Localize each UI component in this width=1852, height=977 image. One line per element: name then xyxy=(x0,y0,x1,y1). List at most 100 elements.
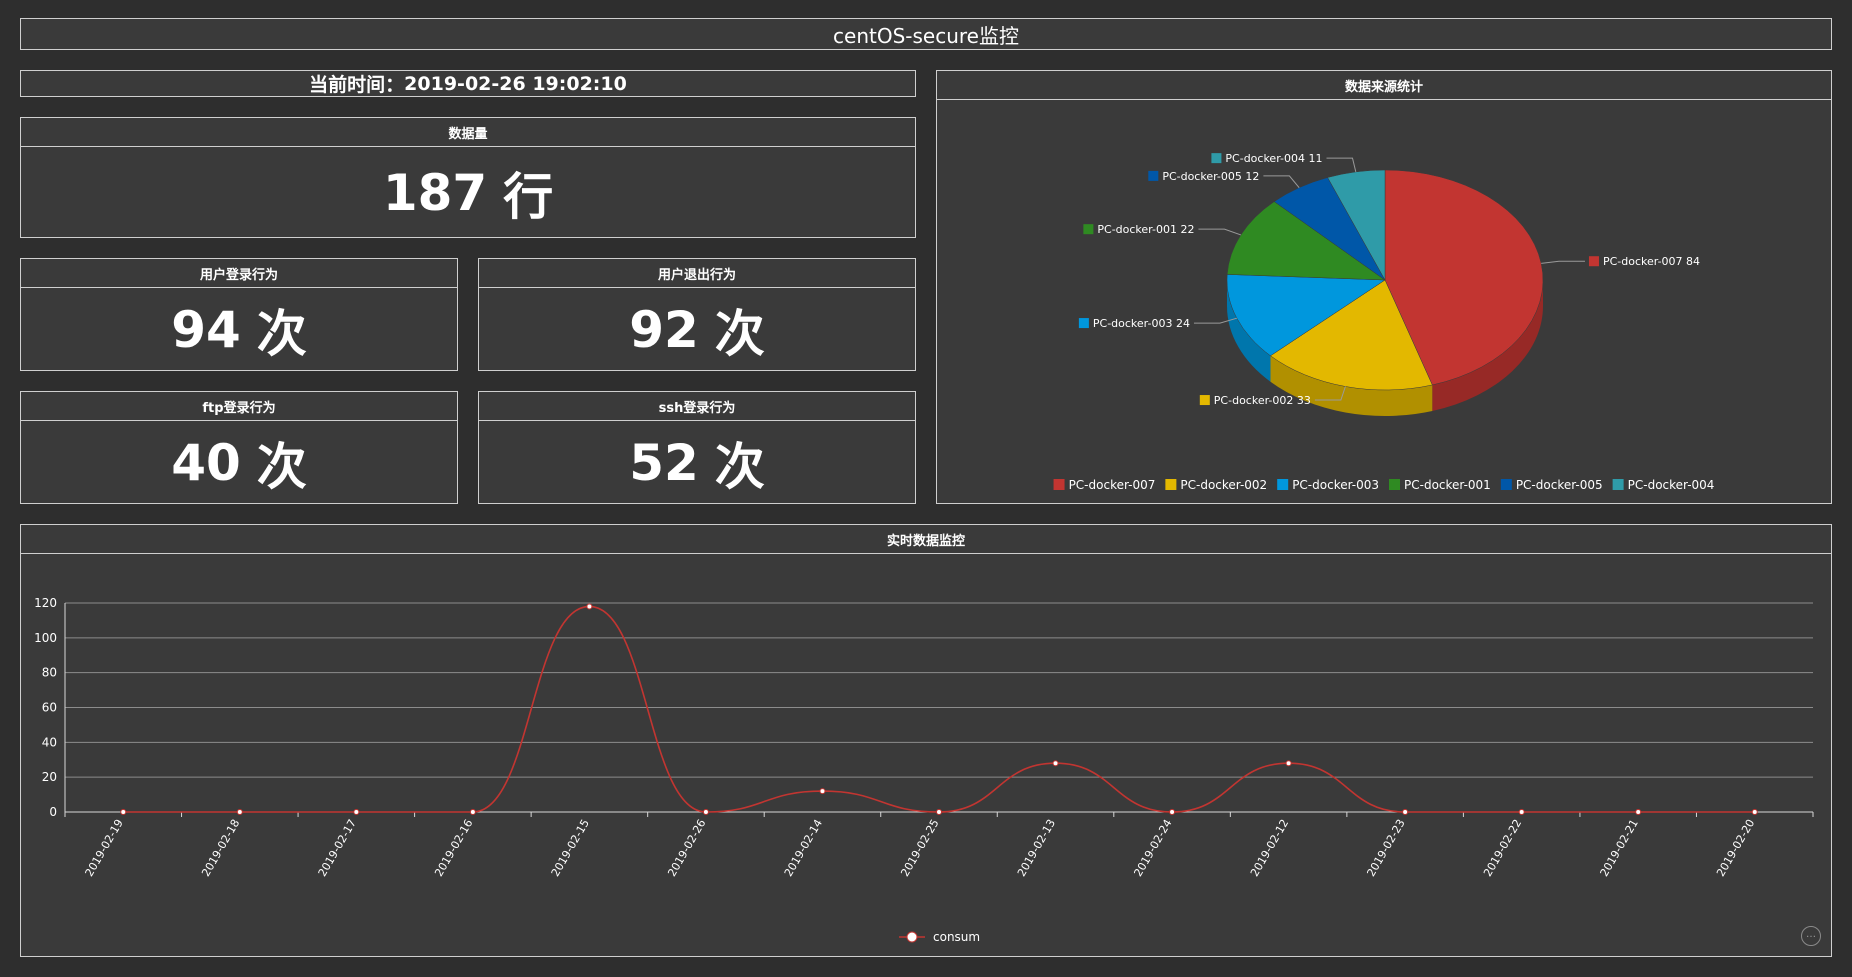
data-point[interactable] xyxy=(120,809,127,815)
pie-leader-line xyxy=(1263,175,1300,188)
x-tick-label: 2019-02-26 xyxy=(665,817,708,879)
pie-label-swatch xyxy=(1199,395,1210,406)
clock-value: 2019-02-26 19:02:10 xyxy=(404,72,627,95)
pie-legend-item[interactable]: PC-docker-007 xyxy=(1053,478,1156,492)
x-tick-label: 2019-02-23 xyxy=(1365,817,1408,879)
data-point[interactable] xyxy=(1052,760,1059,767)
realtime-monitor-panel: 实时数据监控 0 20 40 60 80 100 120 2019-02-19 2019-02-… xyxy=(20,524,1832,957)
y-tick-label: 120 xyxy=(34,596,57,610)
pie-label: PC-docker-005 12 xyxy=(1162,170,1259,183)
data-point[interactable] xyxy=(586,603,593,610)
pie-label: PC-docker-001 22 xyxy=(1097,223,1194,236)
data-point[interactable] xyxy=(819,788,826,795)
pie-legend-label: PC-docker-007 xyxy=(1069,478,1156,492)
x-tick-label: 2019-02-16 xyxy=(432,817,475,879)
data-point[interactable] xyxy=(1402,809,1409,815)
pie-chart: PC-docker-007 84 PC-docker-002 33 PC-docke… xyxy=(1053,152,1715,492)
pie-legend-label: PC-docker-002 xyxy=(1180,478,1267,492)
y-tick-label: 100 xyxy=(34,631,57,645)
data-point[interactable] xyxy=(1169,809,1176,815)
data-point[interactable] xyxy=(1635,809,1642,815)
data-point[interactable] xyxy=(236,809,243,815)
pie-top-group xyxy=(1226,169,1544,391)
pie-slice-PC-docker-003[interactable] xyxy=(1226,274,1386,357)
source-stats-panel: 数据来源统计 PC-docker-007 84 PC-docker-002 33 P… xyxy=(936,70,1832,504)
y-tick-label: 0 xyxy=(49,805,57,819)
pie-legend-label: PC-docker-004 xyxy=(1628,478,1715,492)
legend-label: consum xyxy=(933,930,980,944)
login-unit: 次 xyxy=(256,305,307,363)
data-point[interactable] xyxy=(1285,760,1292,767)
pie-legend-item[interactable]: PC-docker-002 xyxy=(1165,478,1267,492)
panel-title: 用户退出行为 xyxy=(479,259,915,288)
pie-slice-side-PC-docker-002 xyxy=(1270,355,1433,416)
line-legend-item[interactable]: consum xyxy=(899,930,980,944)
pie-label-swatch xyxy=(1211,153,1222,164)
ftp-value-row: 40 次 xyxy=(21,421,457,505)
series-line-consum xyxy=(123,605,1755,813)
pie-legend-item[interactable]: PC-docker-004 xyxy=(1612,478,1715,492)
data-point[interactable] xyxy=(469,809,476,815)
panel-title: 实时数据监控 xyxy=(21,525,1831,554)
data-volume-panel: 数据量 187 行 xyxy=(20,117,916,238)
pie-label-swatch xyxy=(1083,224,1094,235)
pie-legend-label: PC-docker-003 xyxy=(1292,478,1379,492)
x-axis: 2019-02-19 2019-02-18 2019-02-17 2019-02-16… xyxy=(64,603,1814,879)
pie-legend-swatch xyxy=(1277,479,1289,490)
pie-slice-side-PC-docker-003 xyxy=(1227,280,1271,382)
pie-legend-item[interactable]: PC-docker-001 xyxy=(1389,478,1491,492)
data-point[interactable] xyxy=(702,809,709,815)
pie-legend-item[interactable]: PC-docker-005 xyxy=(1500,478,1603,492)
pie-legend-swatch xyxy=(1612,479,1624,490)
pie-leader-line xyxy=(1198,228,1242,236)
pie-legend: PC-docker-007 PC-docker-002 PC-docker-003 P… xyxy=(1053,478,1715,492)
legend-point-marker xyxy=(906,931,918,943)
data-volume-value: 187 xyxy=(382,164,488,222)
y-tick-label: 40 xyxy=(42,735,57,749)
pie-slice-PC-docker-007[interactable] xyxy=(1384,169,1544,386)
panel-title: 数据量 xyxy=(21,118,915,147)
header-bar: centOS-secure监控 xyxy=(20,18,1832,50)
pie-side-group xyxy=(1227,280,1543,416)
logout-unit: 次 xyxy=(714,305,765,363)
pie-leader-line xyxy=(1326,157,1357,173)
x-tick-label: 2019-02-20 xyxy=(1714,817,1757,879)
data-point[interactable] xyxy=(353,809,360,815)
pie-label-swatch xyxy=(1148,170,1159,181)
ssh-value-row: 52 次 xyxy=(479,421,915,505)
pie-label: PC-docker-002 33 xyxy=(1214,394,1311,407)
data-point[interactable] xyxy=(1518,809,1525,815)
pie-legend-swatch xyxy=(1165,479,1177,490)
login-panel: 用户登录行为 94 次 xyxy=(20,258,458,371)
x-tick-label: 2019-02-14 xyxy=(782,817,825,879)
more-options-icon[interactable]: … xyxy=(1801,926,1821,946)
logout-value-row: 92 次 xyxy=(479,288,915,372)
x-tick-label: 2019-02-15 xyxy=(549,817,592,879)
login-value-row: 94 次 xyxy=(21,288,457,372)
clock-bar: 当前时间： 2019-02-26 19:02:10 xyxy=(20,70,916,97)
ftp-unit: 次 xyxy=(256,438,307,496)
ssh-value: 52 xyxy=(629,434,699,492)
x-tick-label: 2019-02-13 xyxy=(1015,817,1058,879)
clock-label: 当前时间： xyxy=(309,74,405,96)
ssh-panel: ssh登录行为 52 次 xyxy=(478,391,916,504)
x-tick-label: 2019-02-19 xyxy=(83,817,126,879)
pie-label: PC-docker-004 11 xyxy=(1225,152,1322,165)
pie-label: PC-docker-003 24 xyxy=(1093,317,1190,330)
data-volume-unit: 行 xyxy=(503,168,554,226)
pie-leader-line xyxy=(1193,317,1237,324)
x-tick-label: 2019-02-21 xyxy=(1598,817,1641,879)
panel-title: ftp登录行为 xyxy=(21,392,457,421)
login-value: 94 xyxy=(171,301,241,359)
data-volume-value-row: 187 行 xyxy=(21,147,915,239)
pie-slice-PC-docker-002[interactable] xyxy=(1270,279,1433,391)
panel-title: 用户登录行为 xyxy=(21,259,457,288)
pie-label: PC-docker-007 84 xyxy=(1603,255,1700,268)
pie-slice-PC-docker-001[interactable] xyxy=(1226,201,1386,281)
x-tick-label: 2019-02-25 xyxy=(898,817,941,879)
x-tick-label: 2019-02-18 xyxy=(199,817,242,879)
pie-legend-item[interactable]: PC-docker-003 xyxy=(1277,478,1379,492)
data-point[interactable] xyxy=(936,809,942,815)
data-point[interactable] xyxy=(1751,809,1758,815)
